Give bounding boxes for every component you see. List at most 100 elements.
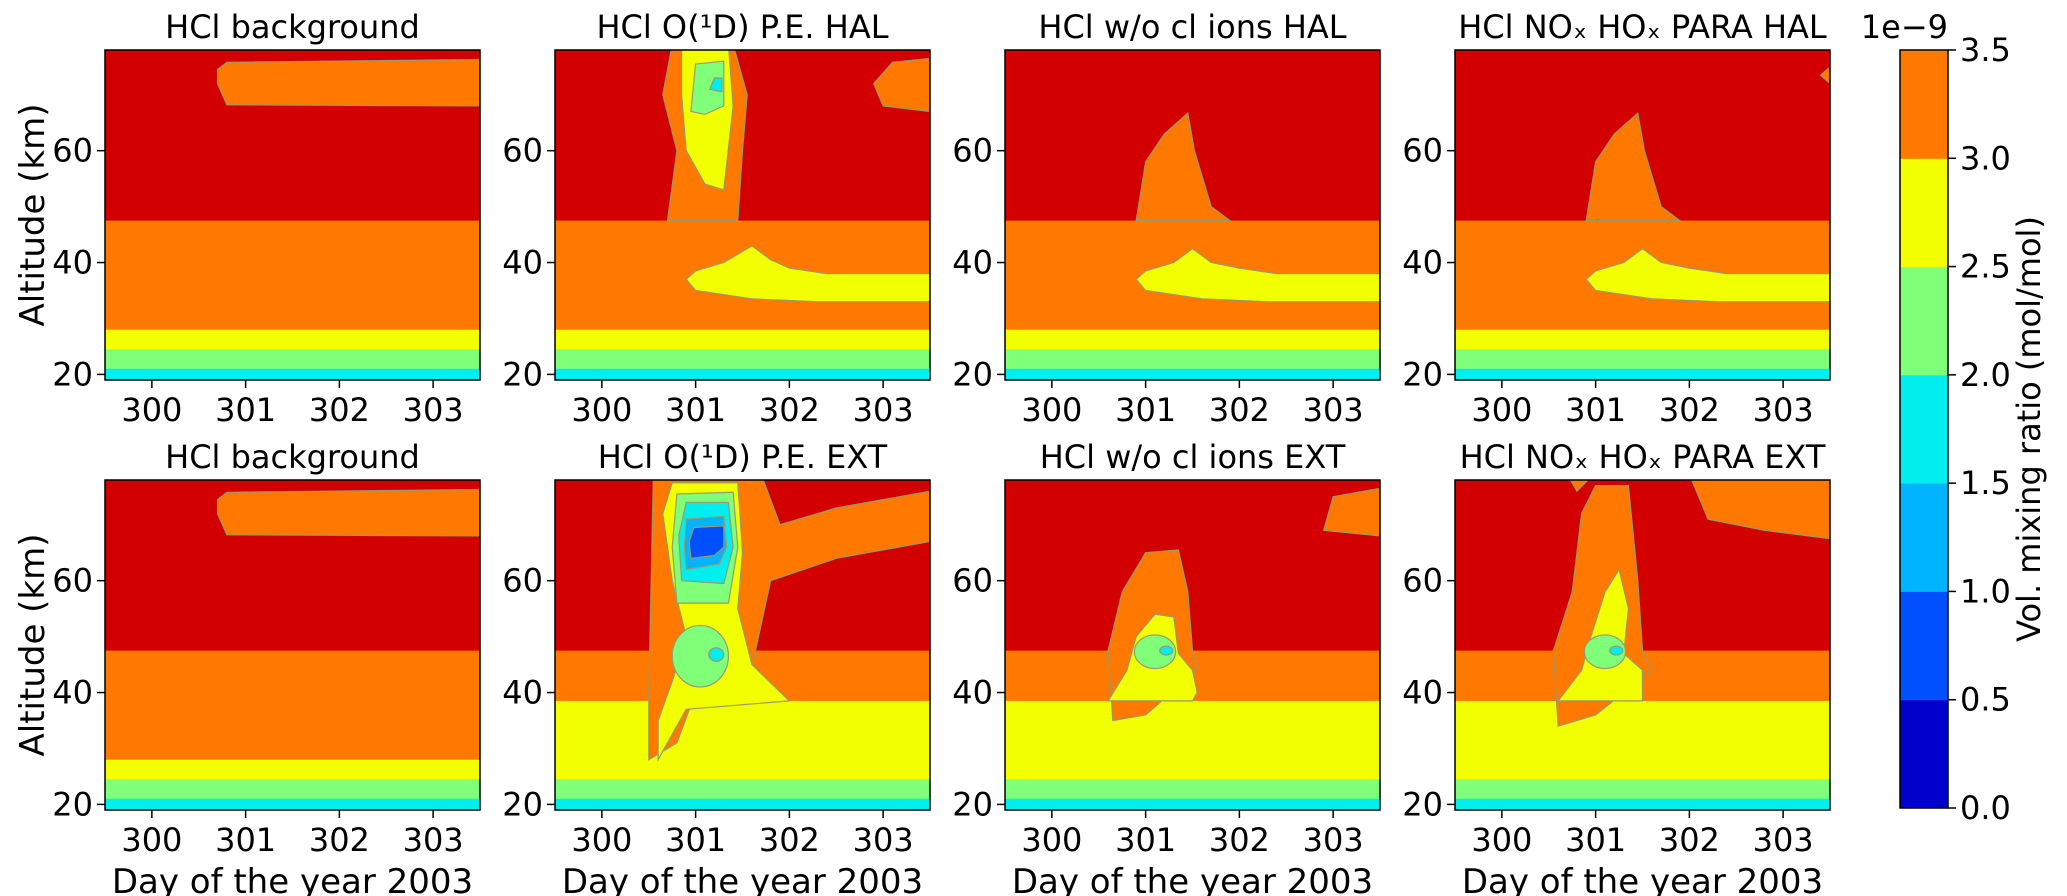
- y-tick-label: 40: [52, 674, 93, 712]
- contour-orange-plume: [1135, 112, 1232, 222]
- contour-orange-corner: [1322, 487, 1380, 537]
- contour-cyan-band: [1455, 368, 1830, 380]
- colorbar-segment-0: [1900, 699, 1948, 809]
- y-tick-label: 40: [1402, 674, 1443, 712]
- contour-cyan-band: [105, 798, 480, 810]
- panel-title: HCl w/o cl ions HAL: [1038, 8, 1346, 46]
- x-tick-label: 300: [1471, 821, 1532, 859]
- x-tick-label: 303: [403, 391, 464, 429]
- contour-blue-core: [688, 525, 725, 559]
- panel-contours: [1005, 480, 1380, 810]
- x-tick-label: 303: [403, 821, 464, 859]
- colorbar-frame: [1899, 49, 1949, 809]
- contour-orange-plume: [1585, 112, 1682, 222]
- panel-contours: [1455, 50, 1830, 380]
- x-tick-label: 303: [853, 821, 914, 859]
- panel-contours: [1005, 50, 1380, 380]
- contour-orange-upper-right: [1691, 480, 1830, 540]
- panel-frame: [1004, 49, 1381, 381]
- x-axis-label: Day of the year 2003: [1012, 862, 1373, 896]
- panel-frame: [1004, 479, 1381, 811]
- panel-frame: [1454, 49, 1831, 381]
- contour-orange-top: [1569, 480, 1589, 493]
- panel-frame: [1454, 479, 1831, 811]
- panel-title: HCl w/o cl ions EXT: [1040, 438, 1346, 476]
- y-tick-label: 20: [52, 355, 93, 393]
- panel-contours: [105, 480, 480, 810]
- y-tick-label: 40: [952, 674, 993, 712]
- panel-contours: [555, 50, 930, 380]
- colorbar-scale-label: 1e−9: [1861, 8, 1948, 46]
- contour-orange-corner: [1819, 65, 1830, 85]
- contour-cyan-lower-core: [708, 647, 725, 662]
- y-axis-label: Altitude (km): [13, 533, 53, 756]
- x-tick-label: 302: [759, 391, 820, 429]
- contour-yellow-lobe: [1585, 247, 1830, 303]
- colorbar-segment-0.5: [1900, 591, 1948, 701]
- panel-frame: [554, 479, 931, 811]
- contour-green-core: [1583, 634, 1627, 670]
- x-tick-label: 301: [1115, 391, 1176, 429]
- y-tick-label: 60: [502, 132, 543, 170]
- x-axis-label: Day of the year 2003: [1462, 862, 1823, 896]
- x-axis-label: Day of the year 2003: [562, 862, 923, 896]
- y-tick-label: 20: [952, 785, 993, 823]
- contour-cyan-band: [1005, 368, 1380, 380]
- x-tick-label: 303: [1753, 821, 1814, 859]
- x-tick-label: 302: [1659, 391, 1720, 429]
- colorbar-tick-label: 0.0: [1960, 789, 2011, 827]
- colorbar: 0.0 0.5 1.0 1.5 2.0 2.5 3.0 3.5 1e−9 Vol. mixing …: [1861, 8, 2048, 827]
- contour-cyan-band: [1455, 798, 1830, 810]
- panel-title: HCl background: [165, 8, 420, 46]
- x-tick-label: 300: [1471, 391, 1532, 429]
- x-tick-label: 302: [759, 821, 820, 859]
- x-tick-label: 300: [571, 821, 632, 859]
- x-tick-label: 301: [215, 391, 276, 429]
- y-tick-label: 20: [1402, 355, 1443, 393]
- panel-5: HCl background 300 301 302 303 20 40 60 Day of t…: [13, 438, 481, 896]
- x-tick-label: 301: [215, 821, 276, 859]
- colorbar-segment-3: [1900, 50, 1948, 159]
- y-tick-label: 20: [952, 355, 993, 393]
- colorbar-segment-2.5: [1900, 158, 1948, 268]
- y-tick-label: 20: [52, 785, 93, 823]
- contour-cyan-core: [1159, 645, 1174, 656]
- contour-green-core: [1133, 634, 1177, 670]
- panel-7: HCl w/o cl ions EXT 300 301 302 303 20 40 60 Day…: [952, 438, 1381, 896]
- y-tick-label: 60: [52, 132, 93, 170]
- panel-3: HCl w/o cl ions HAL 300 301 302 303 20 40 60: [952, 8, 1381, 429]
- panel-frame: [104, 49, 481, 381]
- contour-cyan-band: [555, 368, 930, 380]
- colorbar-tick-label: 0.5: [1960, 681, 2011, 719]
- contour-green-core: [690, 60, 725, 115]
- x-axis-label: Day of the year 2003: [112, 862, 473, 896]
- panel-title: HCl NOₓ HOₓ PARA EXT: [1460, 438, 1826, 476]
- contour-cyan-band: [105, 368, 480, 380]
- x-tick-label: 302: [1209, 821, 1270, 859]
- x-tick-label: 300: [1021, 821, 1082, 859]
- x-tick-label: 301: [665, 821, 726, 859]
- contour-orange-corner: [873, 57, 930, 113]
- x-tick-label: 300: [121, 391, 182, 429]
- y-tick-label: 20: [502, 785, 543, 823]
- colorbar-segment-2: [1900, 266, 1948, 376]
- colorbar-tick-label: 2.5: [1960, 248, 2011, 286]
- contour-yellow-lobe: [685, 245, 930, 303]
- y-tick-label: 60: [52, 562, 93, 600]
- y-tick-label: 60: [952, 132, 993, 170]
- panel-1: HCl background 300 301 302 303 20 40 60Altitude…: [13, 8, 481, 429]
- panel-6: HCl O(¹D) P.E. EXT 300 301 302 303 20 40 60 Day …: [502, 438, 931, 896]
- x-tick-label: 300: [121, 821, 182, 859]
- panel-contours: [1455, 480, 1830, 810]
- y-tick-label: 40: [1402, 244, 1443, 282]
- x-tick-label: 301: [1565, 391, 1626, 429]
- colorbar-segment-1: [1900, 483, 1948, 592]
- panel-frame: [554, 49, 931, 381]
- y-tick-label: 20: [1402, 785, 1443, 823]
- contour-yellow-lobe: [1135, 247, 1380, 303]
- panel-title: HCl background: [165, 438, 420, 476]
- x-tick-label: 301: [1115, 821, 1176, 859]
- panel-contours: [555, 480, 930, 810]
- x-tick-label: 300: [571, 391, 632, 429]
